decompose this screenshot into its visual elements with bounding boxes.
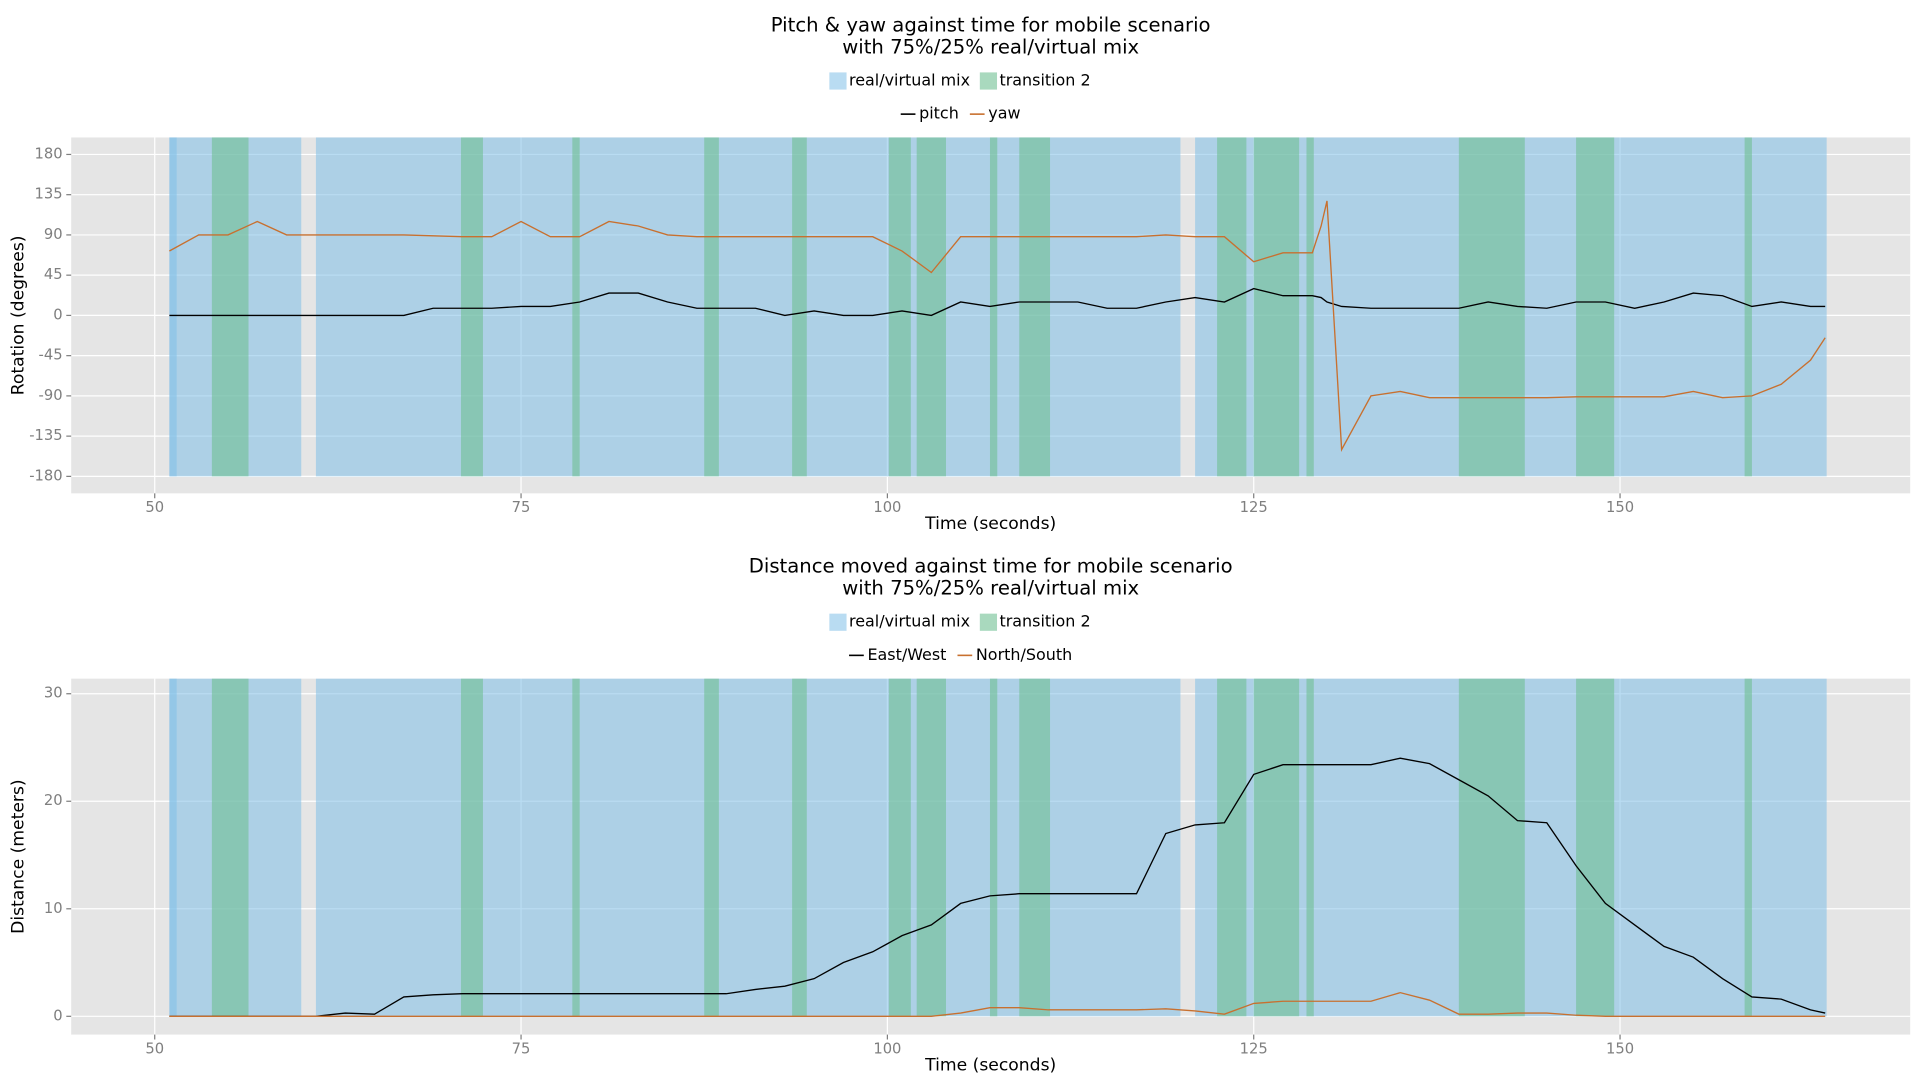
y-axis-label: Distance (meters) [8, 779, 28, 934]
data-line [169, 200, 1826, 452]
y-tick-label: 180 [35, 145, 63, 162]
x-tick-label: 75 [512, 499, 531, 516]
x-axis-label: Time (seconds) [924, 1055, 1056, 1075]
y-tick-label: -180 [29, 467, 62, 484]
legend-swatch [829, 72, 847, 90]
region-span [315, 137, 1181, 477]
y-tick-label: -90 [39, 387, 63, 404]
chart-title: Pitch & yaw against time for mobile scen… [771, 13, 1211, 36]
x-axis-label: Time (seconds) [924, 514, 1056, 534]
x-tick-label: 125 [1240, 1040, 1268, 1057]
region-span [1458, 137, 1525, 477]
legend-label: real/virtual mix [849, 71, 970, 90]
region-span [1253, 678, 1300, 1017]
region-span [1217, 137, 1247, 477]
region-span [460, 137, 483, 477]
y-axis-label: Rotation (degrees) [8, 236, 28, 396]
y-tick-label: -135 [29, 427, 62, 444]
legend-label: transition 2 [999, 612, 1090, 631]
data-line [169, 287, 1826, 317]
y-tick-label: 90 [44, 226, 63, 243]
x-tick-label: 150 [1606, 1040, 1634, 1057]
y-tick-label: 20 [44, 792, 63, 809]
y-tick-label: 45 [44, 266, 63, 283]
region-span [1458, 678, 1525, 1017]
legend-label: North/South [976, 645, 1072, 664]
region-span [460, 678, 483, 1017]
region-span [1217, 678, 1247, 1017]
chart-title: Distance moved against time for mobile s… [749, 555, 1233, 578]
region-span [1744, 678, 1752, 1017]
region-span [1576, 678, 1615, 1017]
region-span [572, 137, 580, 477]
region-span [1306, 678, 1314, 1017]
region-span [704, 678, 719, 1017]
y-tick-label: 0 [53, 1007, 62, 1024]
region-span [1019, 678, 1051, 1017]
data-line [169, 757, 1826, 1017]
region-span [1306, 137, 1314, 477]
region-span [211, 678, 249, 1017]
legend-swatch [829, 613, 847, 631]
region-span [989, 137, 998, 477]
legend-swatch [979, 72, 998, 90]
region-span [1019, 137, 1051, 477]
y-tick-label: -45 [39, 347, 63, 364]
x-tick-label: 100 [873, 1040, 901, 1057]
region-span [572, 678, 580, 1017]
legend-swatch [979, 613, 998, 631]
x-tick-label: 125 [1240, 499, 1268, 516]
x-tick-label: 75 [512, 1040, 531, 1057]
region-span [792, 137, 807, 477]
region-span [1253, 137, 1300, 477]
x-tick-label: 50 [145, 499, 164, 516]
region-span [888, 678, 911, 1017]
region-span [792, 678, 807, 1017]
region-span [704, 137, 719, 477]
legend-label: pitch [919, 104, 959, 123]
chart-title: with 75%/25% real/virtual mix [842, 577, 1139, 600]
region-span [916, 137, 946, 477]
y-tick-label: 135 [35, 186, 63, 203]
region-span [1576, 137, 1615, 477]
y-tick-label: 0 [53, 306, 62, 323]
x-tick-label: 100 [873, 499, 901, 516]
region-span [888, 137, 911, 477]
y-tick-label: 30 [44, 685, 63, 702]
region-span [315, 678, 1181, 1017]
region-span [989, 678, 998, 1017]
legend-label: real/virtual mix [849, 612, 970, 631]
region-span [1744, 137, 1752, 477]
region-span [916, 678, 946, 1017]
legend-label: transition 2 [999, 71, 1090, 90]
legend-label: East/West [867, 645, 946, 664]
chart-title: with 75%/25% real/virtual mix [842, 35, 1139, 58]
y-tick-label: 10 [44, 900, 63, 917]
region-span [211, 137, 249, 477]
x-tick-label: 50 [145, 1040, 164, 1057]
x-tick-label: 150 [1606, 499, 1634, 516]
legend-label: yaw [988, 104, 1020, 123]
data-line [169, 991, 1826, 1017]
